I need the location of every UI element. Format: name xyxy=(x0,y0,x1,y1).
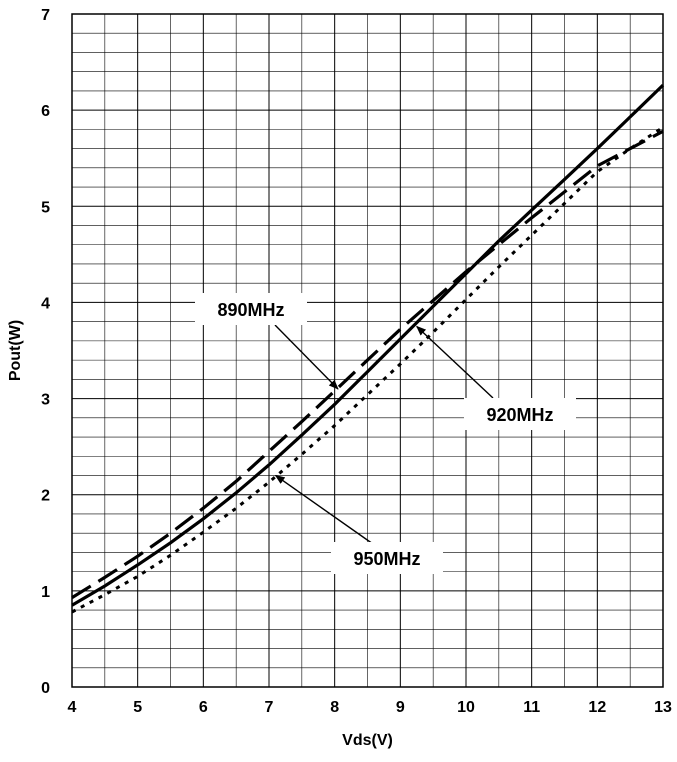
annotation-box xyxy=(464,398,576,430)
y-tick-label: 0 xyxy=(41,680,50,697)
annotation-layer: 890MHz 920MHz 950MHz xyxy=(195,293,576,574)
annotation-label: 890MHz xyxy=(217,300,284,320)
x-tick-label: 8 xyxy=(330,699,339,716)
y-tick-labels: 0 1 2 3 4 5 6 7 xyxy=(41,7,50,697)
annotation-arrow xyxy=(274,324,339,390)
x-tick-label: 7 xyxy=(265,699,274,716)
y-tick-label: 6 xyxy=(41,103,50,120)
annotation-box xyxy=(195,293,307,325)
annotation-label: 920MHz xyxy=(486,405,553,425)
y-tick-label: 4 xyxy=(41,295,50,312)
x-tick-label: 12 xyxy=(588,699,606,716)
y-tick-label: 3 xyxy=(41,392,50,409)
x-tick-label: 10 xyxy=(457,699,475,716)
y-tick-label: 5 xyxy=(41,199,50,216)
y-axis-title: Pout(W) xyxy=(7,320,24,381)
annotation-box xyxy=(331,542,443,574)
x-tick-label: 13 xyxy=(654,699,672,716)
series-line-950mhz xyxy=(71,126,664,614)
y-tick-label: 2 xyxy=(41,488,50,505)
series-layer xyxy=(71,83,665,614)
x-tick-label: 4 xyxy=(68,699,77,716)
y-tick-label: 1 xyxy=(41,584,50,601)
x-tick-label: 11 xyxy=(523,699,540,716)
x-tick-label: 6 xyxy=(199,699,208,716)
plot-frame xyxy=(71,13,664,688)
x-tick-label: 9 xyxy=(396,699,405,716)
x-tick-labels: 4 5 6 7 8 9 10 11 12 13 xyxy=(68,699,672,716)
series-line-890mhz xyxy=(71,129,664,599)
annotation-arrow xyxy=(416,325,494,399)
minor-grid xyxy=(72,14,663,687)
y-tick-label: 7 xyxy=(41,7,50,24)
annotation-arrow xyxy=(274,474,374,545)
x-tick-label: 5 xyxy=(133,699,142,716)
series-line-920mhz xyxy=(71,83,665,607)
x-axis-title: Vds(V) xyxy=(342,732,393,749)
annotation-label: 950MHz xyxy=(353,549,420,569)
